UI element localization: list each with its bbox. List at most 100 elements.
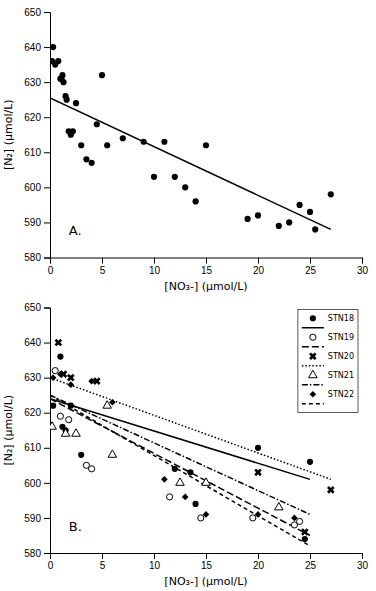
point	[203, 511, 210, 518]
x-axis-title: [NO₃-] (μmol/L)	[164, 575, 247, 588]
tick-mark	[44, 258, 50, 259]
tick: 640	[24, 42, 50, 53]
axis-line	[51, 258, 363, 264]
point	[250, 515, 256, 521]
point	[57, 413, 63, 419]
tick-mark	[44, 378, 50, 379]
legend-swatch	[302, 403, 324, 405]
tick-label: 580	[24, 548, 41, 559]
panel-label: A.	[69, 223, 82, 238]
tick-mark	[44, 117, 50, 118]
regression-line	[50, 98, 331, 230]
regression-line	[50, 378, 331, 480]
legend-label: STN22	[328, 390, 354, 399]
tick: 0	[48, 553, 54, 571]
legend-swatch	[309, 370, 318, 377]
legend-swatch	[310, 334, 316, 340]
legend-swatch	[310, 315, 316, 321]
point	[255, 511, 262, 518]
tick-mark	[44, 343, 50, 344]
tick-label: 600	[24, 478, 41, 489]
regression-line	[50, 395, 310, 514]
regression-line	[50, 395, 310, 546]
tick-mark	[44, 187, 50, 188]
point	[182, 494, 189, 501]
legend-swatch	[302, 346, 324, 348]
tick: 15	[201, 553, 213, 571]
point	[73, 100, 79, 106]
point	[255, 212, 261, 218]
tick-label: 590	[24, 217, 41, 228]
tick-label: 630	[24, 372, 41, 383]
panel: 051015202530580590600610620630640650[NO₃…	[2, 7, 368, 293]
axis-line	[51, 554, 363, 560]
marks	[50, 337, 336, 546]
tick-label: 15	[201, 560, 213, 571]
tick: 10	[149, 553, 161, 571]
point	[99, 72, 105, 78]
legend-swatch	[302, 384, 324, 386]
point	[72, 429, 81, 436]
point	[120, 135, 126, 141]
tick-mark	[44, 308, 50, 309]
point	[307, 459, 313, 465]
point	[203, 142, 209, 148]
point	[57, 354, 63, 360]
tick-mark	[44, 82, 50, 83]
tick: 10	[149, 258, 161, 276]
tick: 620	[24, 407, 50, 418]
point	[172, 174, 178, 180]
point	[50, 422, 56, 429]
point	[172, 466, 178, 472]
axis-line	[44, 13, 51, 259]
point	[50, 374, 56, 381]
tick-label: 650	[24, 302, 41, 313]
point	[291, 515, 298, 522]
legend-label: STN20	[328, 352, 354, 361]
tick-mark	[154, 258, 155, 264]
tick: 600	[24, 182, 50, 193]
point	[297, 518, 303, 524]
tick-label: 5	[100, 560, 106, 571]
point	[286, 219, 292, 225]
regression-line	[50, 399, 310, 536]
point	[255, 445, 261, 451]
tick-label: 650	[24, 7, 41, 18]
tick-label: 640	[24, 337, 41, 348]
tick: 580	[24, 252, 50, 263]
point	[50, 44, 56, 50]
point	[57, 371, 64, 378]
tick: 620	[24, 112, 50, 123]
tick: 30	[357, 258, 369, 276]
tick-label: 30	[357, 265, 369, 276]
point	[55, 58, 61, 64]
tick: 20	[253, 258, 265, 276]
tick-label: 0	[48, 560, 54, 571]
legend: STN18STN19STN20STN21STN22	[298, 310, 358, 413]
point	[64, 97, 70, 103]
point	[88, 378, 95, 385]
point	[299, 526, 310, 537]
point	[161, 476, 168, 483]
tick: 650	[24, 7, 50, 18]
point	[78, 452, 84, 458]
point	[176, 478, 185, 485]
tick-label: 25	[305, 265, 317, 276]
point	[202, 478, 211, 485]
tick: 15	[201, 258, 213, 276]
tick-label: 20	[253, 560, 265, 571]
tick-label: 10	[149, 265, 161, 276]
x-axis: 051015202530	[48, 553, 369, 571]
tick-label: 610	[24, 442, 41, 453]
x-axis: 051015202530	[48, 258, 369, 276]
tick-label: 640	[24, 42, 41, 53]
tick: 610	[24, 442, 50, 453]
tick-mark	[206, 553, 207, 559]
tick: 630	[24, 372, 50, 383]
legend-label: STN21	[328, 371, 354, 380]
axis-line	[44, 308, 51, 554]
x-axis-title: [NO₃-] (μmol/L)	[164, 280, 247, 293]
tick-mark	[44, 413, 50, 414]
point	[151, 174, 157, 180]
tick-label: 590	[24, 513, 41, 524]
